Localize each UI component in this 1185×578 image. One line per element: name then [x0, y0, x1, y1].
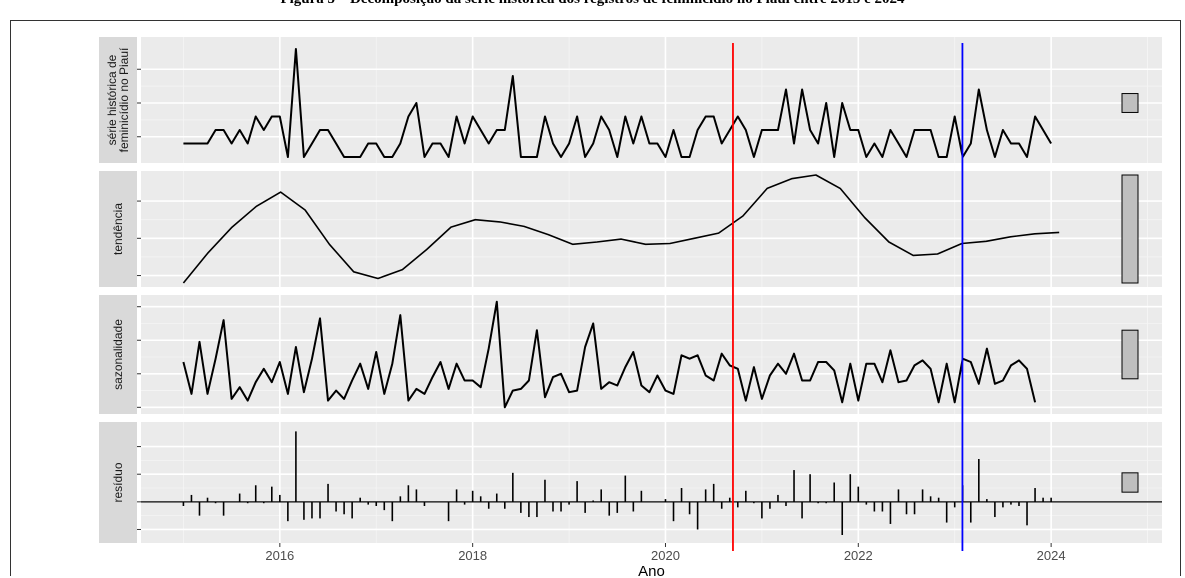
trend-line	[182, 174, 1060, 284]
panel-strip	[99, 295, 137, 414]
panel-strip-label: tendência	[111, 203, 125, 255]
panel-strip-label: feminicídio no Piauí	[117, 47, 131, 152]
x-tick-label: 2020	[651, 548, 680, 563]
range-bar	[1121, 329, 1139, 380]
seasonal-line	[182, 300, 1037, 409]
range-bar	[1121, 174, 1139, 284]
x-tick-label: 2022	[844, 548, 873, 563]
panel-strip-label: sazonalidade	[111, 319, 125, 390]
panel-strip	[99, 171, 137, 287]
range-bar	[1121, 472, 1139, 493]
panel-strip	[99, 37, 137, 163]
panel-background	[141, 37, 1162, 163]
x-tick-label: 2016	[265, 548, 294, 563]
panel-background	[141, 295, 1162, 414]
panel-strip-label: série histórica de	[105, 54, 119, 145]
series-line	[183, 48, 1052, 158]
panel-strip	[99, 422, 137, 543]
panel-background	[141, 171, 1162, 287]
panel-background	[141, 422, 1162, 543]
figure-caption: Figura 5 – Decomposição da série históri…	[0, 0, 1185, 8]
range-bar	[1121, 93, 1139, 113]
panel-strip-label: resíduo	[111, 462, 125, 502]
x-tick-label: 2024	[1037, 548, 1066, 563]
figure-frame	[10, 20, 1181, 576]
x-axis-title: Ano	[638, 563, 665, 578]
x-tick-label: 2018	[458, 548, 487, 563]
